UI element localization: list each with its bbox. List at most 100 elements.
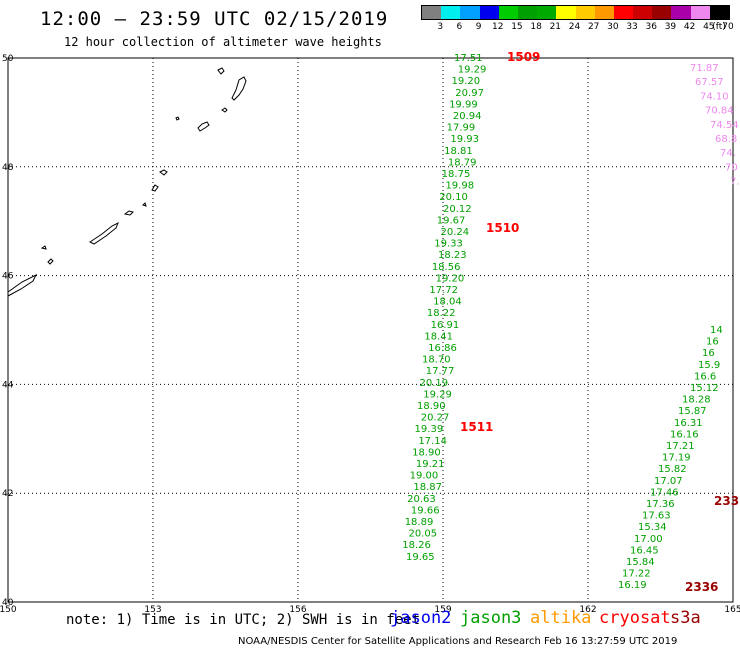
legend-swatch bbox=[633, 6, 653, 19]
lat-label: 46 bbox=[2, 272, 14, 282]
swh-value: 16.6 bbox=[694, 371, 716, 382]
swh-value: 18.90 bbox=[417, 401, 446, 412]
swh-value: 16 bbox=[702, 348, 715, 359]
swh-value: 71.87 bbox=[690, 63, 719, 74]
legend-label: 36 bbox=[645, 22, 657, 32]
swh-value: 14 bbox=[710, 325, 723, 336]
lon-label: 159 bbox=[434, 605, 451, 615]
legend-label: 9 bbox=[475, 22, 482, 32]
swh-value: 19.65 bbox=[406, 552, 435, 563]
legend-swatch bbox=[537, 6, 557, 19]
swh-value: 15.12 bbox=[690, 383, 719, 394]
swh-value: 18.23 bbox=[438, 250, 467, 261]
legend-label: 30 bbox=[607, 22, 619, 32]
color-legend: 3 6 9 12 15 18 21 24 27 30 33 36 39 42 45 70 (ft) bbox=[421, 5, 734, 32]
lon-label: 150 bbox=[0, 605, 17, 615]
swh-value: 18.56 bbox=[432, 262, 461, 273]
swh-value: 20.05 bbox=[408, 529, 437, 540]
swh-value: 7. bbox=[730, 177, 740, 188]
swh-value: 16.19 bbox=[618, 580, 647, 591]
swh-value: 20.27 bbox=[421, 413, 450, 424]
legend-swatch bbox=[479, 6, 499, 19]
swh-value: 17.07 bbox=[654, 476, 683, 487]
swh-value: 17.19 bbox=[662, 453, 691, 464]
legend-label: 6 bbox=[456, 22, 463, 32]
swh-value: 15.82 bbox=[658, 464, 687, 475]
swh-value: 74. bbox=[720, 148, 736, 159]
swh-value: 20.12 bbox=[443, 204, 472, 215]
island-outline bbox=[159, 169, 168, 176]
legend-swatch bbox=[690, 6, 710, 19]
legend-swatch bbox=[613, 6, 634, 19]
legend-swatch bbox=[556, 6, 576, 19]
swh-value: 17.14 bbox=[418, 436, 447, 447]
legend-label: 27 bbox=[587, 22, 600, 32]
swh-value: 74.54 bbox=[710, 120, 739, 131]
swh-value: 19.29 bbox=[458, 65, 487, 76]
swh-value: 20.94 bbox=[453, 111, 482, 122]
swh-value: 18.79 bbox=[448, 157, 477, 168]
swh-value: 20.19 bbox=[419, 378, 448, 389]
swh-value: 18.41 bbox=[424, 331, 453, 342]
lon-label: 162 bbox=[579, 605, 596, 615]
swh-value: 17.51 bbox=[454, 53, 483, 64]
swh-value: 15.9 bbox=[698, 360, 720, 371]
island-outline bbox=[47, 258, 54, 265]
swh-value: 70 bbox=[725, 162, 738, 173]
swh-value: 20.63 bbox=[407, 494, 436, 505]
coastline bbox=[7, 67, 247, 297]
swh-value: 17.36 bbox=[646, 499, 675, 510]
island-outline bbox=[197, 121, 210, 132]
swh-value: 19.20 bbox=[436, 273, 465, 284]
swh-value: 19.67 bbox=[437, 215, 466, 226]
swh-value: 17.72 bbox=[429, 285, 458, 296]
swh-value: 18.87 bbox=[413, 482, 442, 493]
lat-label: 44 bbox=[2, 380, 14, 390]
track-values: 17.5119.2919.2020.9719.9920.9417.9919.93… bbox=[402, 50, 739, 594]
legend-label: 24 bbox=[568, 22, 581, 32]
swh-value: 74.10 bbox=[700, 91, 729, 102]
legend-label: 45 bbox=[703, 22, 715, 32]
legend-swatch bbox=[498, 6, 518, 19]
legend-label: 12 bbox=[492, 22, 504, 32]
island-outline bbox=[221, 107, 228, 113]
mission-label: jason2 bbox=[390, 608, 452, 628]
credits-line: NOAA/NESDIS Center for Satellite Applica… bbox=[238, 636, 678, 647]
time-label: 1511 bbox=[460, 420, 493, 434]
legend-label: 33 bbox=[626, 22, 638, 32]
swh-value: 19.99 bbox=[449, 99, 478, 110]
legend-label: 3 bbox=[437, 22, 444, 32]
legend-swatch bbox=[671, 6, 691, 19]
legend-swatch bbox=[441, 6, 461, 19]
swh-value: 18.28 bbox=[682, 395, 711, 406]
map-grid bbox=[7, 57, 734, 603]
legend-swatch bbox=[575, 6, 595, 19]
swh-value: 17.99 bbox=[447, 123, 476, 134]
legend-swatch bbox=[422, 6, 442, 19]
legend-swatch bbox=[517, 6, 538, 19]
mission-label: jason3 bbox=[460, 608, 522, 628]
lat-label: 48 bbox=[2, 163, 14, 173]
swh-value: 20.24 bbox=[441, 227, 470, 238]
swh-value: 20.10 bbox=[439, 192, 468, 203]
legend-label: 70 bbox=[722, 22, 734, 32]
swh-value: 20.97 bbox=[455, 88, 484, 99]
swh-value: 15.34 bbox=[638, 522, 667, 533]
island-outline bbox=[151, 184, 159, 192]
swh-value: 17.63 bbox=[642, 511, 671, 522]
swh-value: 18.22 bbox=[427, 308, 456, 319]
legend-unit: (ft) bbox=[712, 22, 726, 32]
swh-value: 67.57 bbox=[695, 77, 724, 88]
island-outline bbox=[123, 210, 134, 216]
lon-label: 165 bbox=[724, 605, 740, 615]
swh-value: 18.04 bbox=[433, 297, 462, 308]
island-outline bbox=[7, 273, 38, 297]
footer-note: note: 1) Time is in UTC; 2) SWH is in fe… bbox=[66, 612, 421, 628]
swh-value: 17.21 bbox=[666, 441, 695, 452]
swh-value: 70.84 bbox=[705, 106, 734, 117]
lat-label: 50 bbox=[2, 54, 14, 64]
swh-value: 18.26 bbox=[402, 540, 431, 551]
swh-value: 19.29 bbox=[423, 389, 452, 400]
